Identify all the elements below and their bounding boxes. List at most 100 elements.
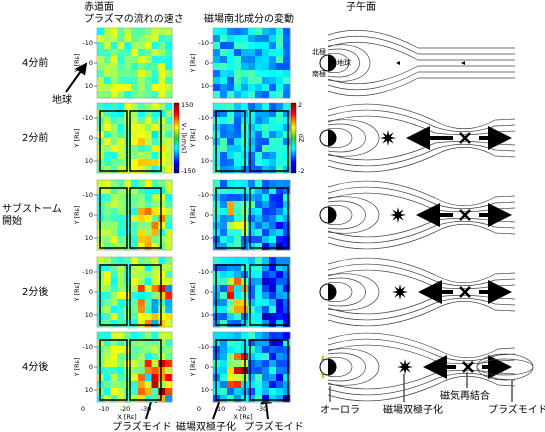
heatmap-cell xyxy=(103,208,111,216)
heatmap-cell xyxy=(283,35,291,43)
heatmap-cell xyxy=(255,215,263,223)
heatmap-cell xyxy=(269,395,277,403)
heatmap-cell xyxy=(227,278,235,286)
heatmap-cell xyxy=(151,229,159,237)
heatmap-cell xyxy=(137,180,146,188)
heatmap-cell xyxy=(144,110,152,118)
heatmap-cell xyxy=(137,353,146,361)
heatmap-cell xyxy=(137,35,146,43)
heatmap-cell xyxy=(227,49,235,57)
heatmap-cell xyxy=(110,84,118,92)
y-tick-label: -10 xyxy=(198,114,209,122)
heatmap-cell xyxy=(283,374,291,382)
heatmap-cell xyxy=(165,35,173,43)
heatmap-cell xyxy=(227,103,235,111)
heatmap-cell xyxy=(227,236,235,244)
earth-night xyxy=(328,207,336,223)
heatmap-cell xyxy=(248,124,256,132)
heatmap-cell xyxy=(269,194,277,202)
heatmap-cell xyxy=(103,201,111,209)
heatmap-cell xyxy=(276,236,284,244)
heatmap-cell xyxy=(262,166,270,174)
heatmap-cell xyxy=(283,271,291,279)
earth xyxy=(319,129,337,147)
heatmap-cell xyxy=(131,374,139,382)
heatmap-cell xyxy=(248,194,256,202)
heatmap-cell xyxy=(255,243,263,251)
x-tick-label: -10 xyxy=(215,405,226,413)
heatmap-cell xyxy=(262,236,270,244)
heatmap-cell xyxy=(220,346,228,354)
heatmap-cell xyxy=(276,215,284,223)
y-tick-label: 0 xyxy=(205,59,209,67)
heatmap-cell xyxy=(283,63,291,71)
heatmap-cell xyxy=(262,306,270,314)
row-label: 2分後 xyxy=(22,285,48,298)
heatmap-cell xyxy=(124,381,132,389)
row-label: 4分前 xyxy=(22,56,48,69)
heatmap-cell xyxy=(144,222,152,230)
heatmap-cell xyxy=(151,117,159,125)
heatmap-cell xyxy=(117,278,125,286)
heatmap-cell xyxy=(124,278,132,286)
heatmap-cell xyxy=(117,110,125,118)
heatmap-cell xyxy=(241,91,249,99)
heatmap-cell xyxy=(241,180,249,188)
heatmap-cell xyxy=(276,117,284,125)
heatmap-cell xyxy=(124,84,132,92)
heatmap-cell xyxy=(283,138,291,146)
heatmap-cell xyxy=(124,346,132,354)
heatmap-cell xyxy=(220,332,228,340)
heatmap-cell xyxy=(131,285,139,293)
heatmap-cell xyxy=(144,388,152,396)
heatmap-cell xyxy=(165,299,173,307)
heatmap-cell xyxy=(220,395,228,403)
heatmap-cell xyxy=(151,42,159,50)
heatmap-cell xyxy=(227,117,235,125)
heatmap-cell xyxy=(124,35,132,43)
heatmap-cell xyxy=(151,63,159,71)
heatmap-cell xyxy=(248,299,256,307)
heatmap-cell xyxy=(110,313,118,321)
heatmap-cell xyxy=(283,42,291,50)
earth-night xyxy=(328,284,336,300)
heatmap-cell xyxy=(158,70,166,78)
y-tick-label: -10 xyxy=(82,114,93,122)
heatmap-cell xyxy=(248,278,256,286)
heatmap-cell xyxy=(131,271,139,279)
y-tick-label: -10 xyxy=(198,191,209,199)
heatmap-cell xyxy=(220,131,228,139)
field-line xyxy=(327,257,516,284)
heatmap-cell xyxy=(227,35,235,43)
aurora xyxy=(321,372,325,376)
heatmap-cell xyxy=(248,159,256,167)
heatmap-cell xyxy=(227,131,235,139)
heatmap-cell xyxy=(151,166,159,174)
heatmap-cell xyxy=(117,42,125,50)
heatmap-cell xyxy=(262,35,270,43)
heatmap-cell xyxy=(165,271,173,279)
heatmap-cell xyxy=(227,367,235,375)
heatmap-cell xyxy=(165,229,173,237)
earth xyxy=(319,206,337,224)
heatmap-cell xyxy=(117,313,125,321)
heatmap-cell xyxy=(131,91,139,99)
heatmap-cell xyxy=(158,49,166,57)
heatmap-cell xyxy=(110,159,118,167)
heatmap-cell xyxy=(255,313,263,321)
heatmap-cell xyxy=(137,187,146,195)
heatmap-cell xyxy=(144,180,152,188)
heatmap-cell xyxy=(241,77,249,85)
heatmap-cell xyxy=(234,117,242,125)
heatmap-cell xyxy=(220,313,228,321)
heatmap-cell xyxy=(234,313,242,321)
heatmap-cell xyxy=(255,278,263,286)
heatmap-cell xyxy=(137,360,146,368)
heatmap-cell xyxy=(124,299,132,307)
heatmap-cell xyxy=(144,84,152,92)
heatmap-cell xyxy=(151,35,159,43)
heatmap-cell xyxy=(283,180,291,188)
heatmap-cell xyxy=(131,138,139,146)
heatmap-cell xyxy=(283,332,291,340)
heatmap-cell xyxy=(103,339,111,347)
